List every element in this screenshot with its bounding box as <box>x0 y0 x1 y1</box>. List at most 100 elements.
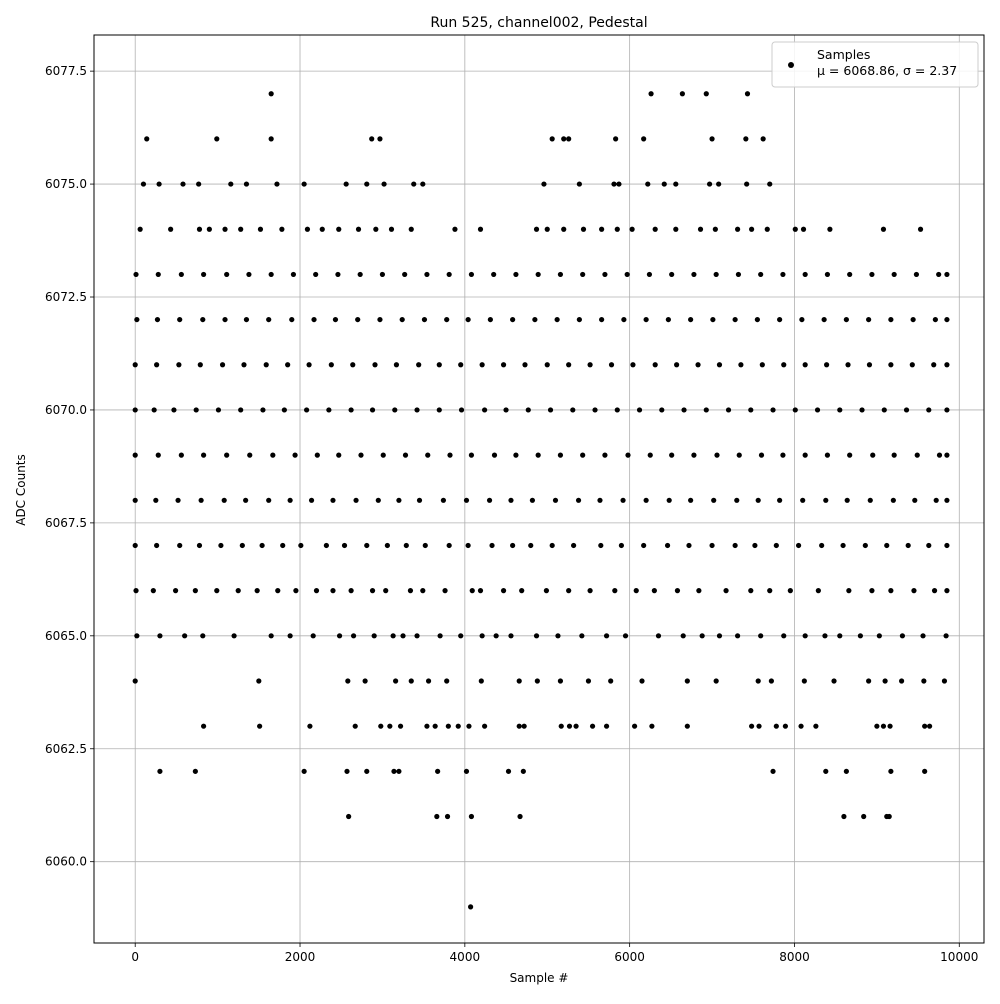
data-point <box>157 633 163 639</box>
data-point <box>566 362 572 368</box>
data-point <box>357 271 363 278</box>
data-point <box>396 497 402 503</box>
data-point <box>566 588 572 594</box>
data-point <box>513 452 519 458</box>
data-point <box>307 723 313 729</box>
data-point <box>489 542 495 549</box>
data-point <box>414 407 420 413</box>
data-point <box>557 452 564 458</box>
data-point <box>891 271 897 278</box>
data-point <box>343 181 349 187</box>
y-tick-label: 6060.0 <box>45 855 87 869</box>
data-point <box>468 813 475 820</box>
data-point <box>132 452 138 458</box>
data-point <box>767 588 773 594</box>
data-point <box>847 452 853 458</box>
data-point <box>157 768 163 774</box>
data-point <box>866 362 873 368</box>
data-point <box>468 452 475 458</box>
data-point <box>198 497 204 503</box>
data-point <box>716 633 723 639</box>
data-point <box>221 497 227 503</box>
data-point <box>350 362 356 368</box>
data-point <box>228 181 234 187</box>
data-point <box>633 588 639 594</box>
data-point <box>735 271 742 278</box>
data-point <box>602 271 608 278</box>
data-point <box>857 633 863 639</box>
data-point <box>154 316 161 323</box>
data-point <box>870 452 876 458</box>
data-point <box>931 588 938 594</box>
x-axis-ticks: 0 2000 4000 6000 8000 10000 <box>131 943 978 964</box>
data-point <box>561 136 567 142</box>
data-point <box>486 497 493 503</box>
y-tick-label: 6072.5 <box>45 290 87 304</box>
data-point <box>444 813 451 820</box>
data-point <box>579 633 585 639</box>
data-point <box>625 452 631 458</box>
data-point <box>859 407 865 413</box>
data-point <box>697 226 704 232</box>
data-point <box>260 407 266 413</box>
y-tick-label: 6070.0 <box>45 403 87 417</box>
data-point <box>420 181 426 187</box>
data-point <box>352 723 358 729</box>
data-point <box>201 452 207 458</box>
data-point <box>655 633 662 639</box>
data-point <box>436 362 442 368</box>
data-point <box>624 271 630 278</box>
data-point <box>699 633 705 639</box>
data-point <box>743 136 749 142</box>
data-point <box>533 633 540 639</box>
data-point <box>452 226 458 232</box>
data-point <box>944 362 950 368</box>
data-point <box>332 316 339 323</box>
data-point <box>787 588 793 594</box>
data-point <box>399 316 405 323</box>
data-point <box>155 271 161 278</box>
data-point <box>455 723 461 729</box>
data-point <box>375 497 381 503</box>
data-point <box>840 542 846 549</box>
data-point <box>521 723 527 729</box>
data-point <box>756 723 762 729</box>
data-point <box>196 226 203 232</box>
data-point <box>703 407 709 413</box>
data-point <box>684 723 690 729</box>
data-point <box>323 542 329 549</box>
data-point <box>487 316 493 323</box>
data-point <box>861 813 867 820</box>
data-point <box>336 633 343 639</box>
data-point <box>736 452 742 458</box>
data-point <box>308 497 315 503</box>
data-point <box>824 452 831 458</box>
data-point <box>603 723 610 729</box>
data-point <box>557 271 564 278</box>
data-point <box>636 407 643 413</box>
data-point <box>710 316 716 323</box>
data-point <box>888 362 894 368</box>
data-point <box>254 588 260 594</box>
data-point <box>479 362 485 368</box>
data-point <box>298 542 304 549</box>
data-point <box>792 226 798 232</box>
data-point <box>442 588 448 594</box>
data-point <box>554 316 560 323</box>
data-point <box>755 678 761 684</box>
data-point <box>630 362 636 368</box>
data-point <box>275 588 281 594</box>
data-point <box>643 497 649 503</box>
data-point <box>641 542 647 549</box>
data-point <box>866 316 872 323</box>
data-point <box>764 226 770 232</box>
data-point <box>372 362 378 368</box>
plot-frame <box>93 34 985 944</box>
x-tick-label: 6000 <box>614 950 645 964</box>
data-point <box>384 542 390 549</box>
data-point <box>758 271 764 278</box>
data-point <box>155 452 161 458</box>
data-point <box>390 633 396 639</box>
y-tick-label: 6077.5 <box>45 64 87 78</box>
data-point <box>150 588 156 594</box>
